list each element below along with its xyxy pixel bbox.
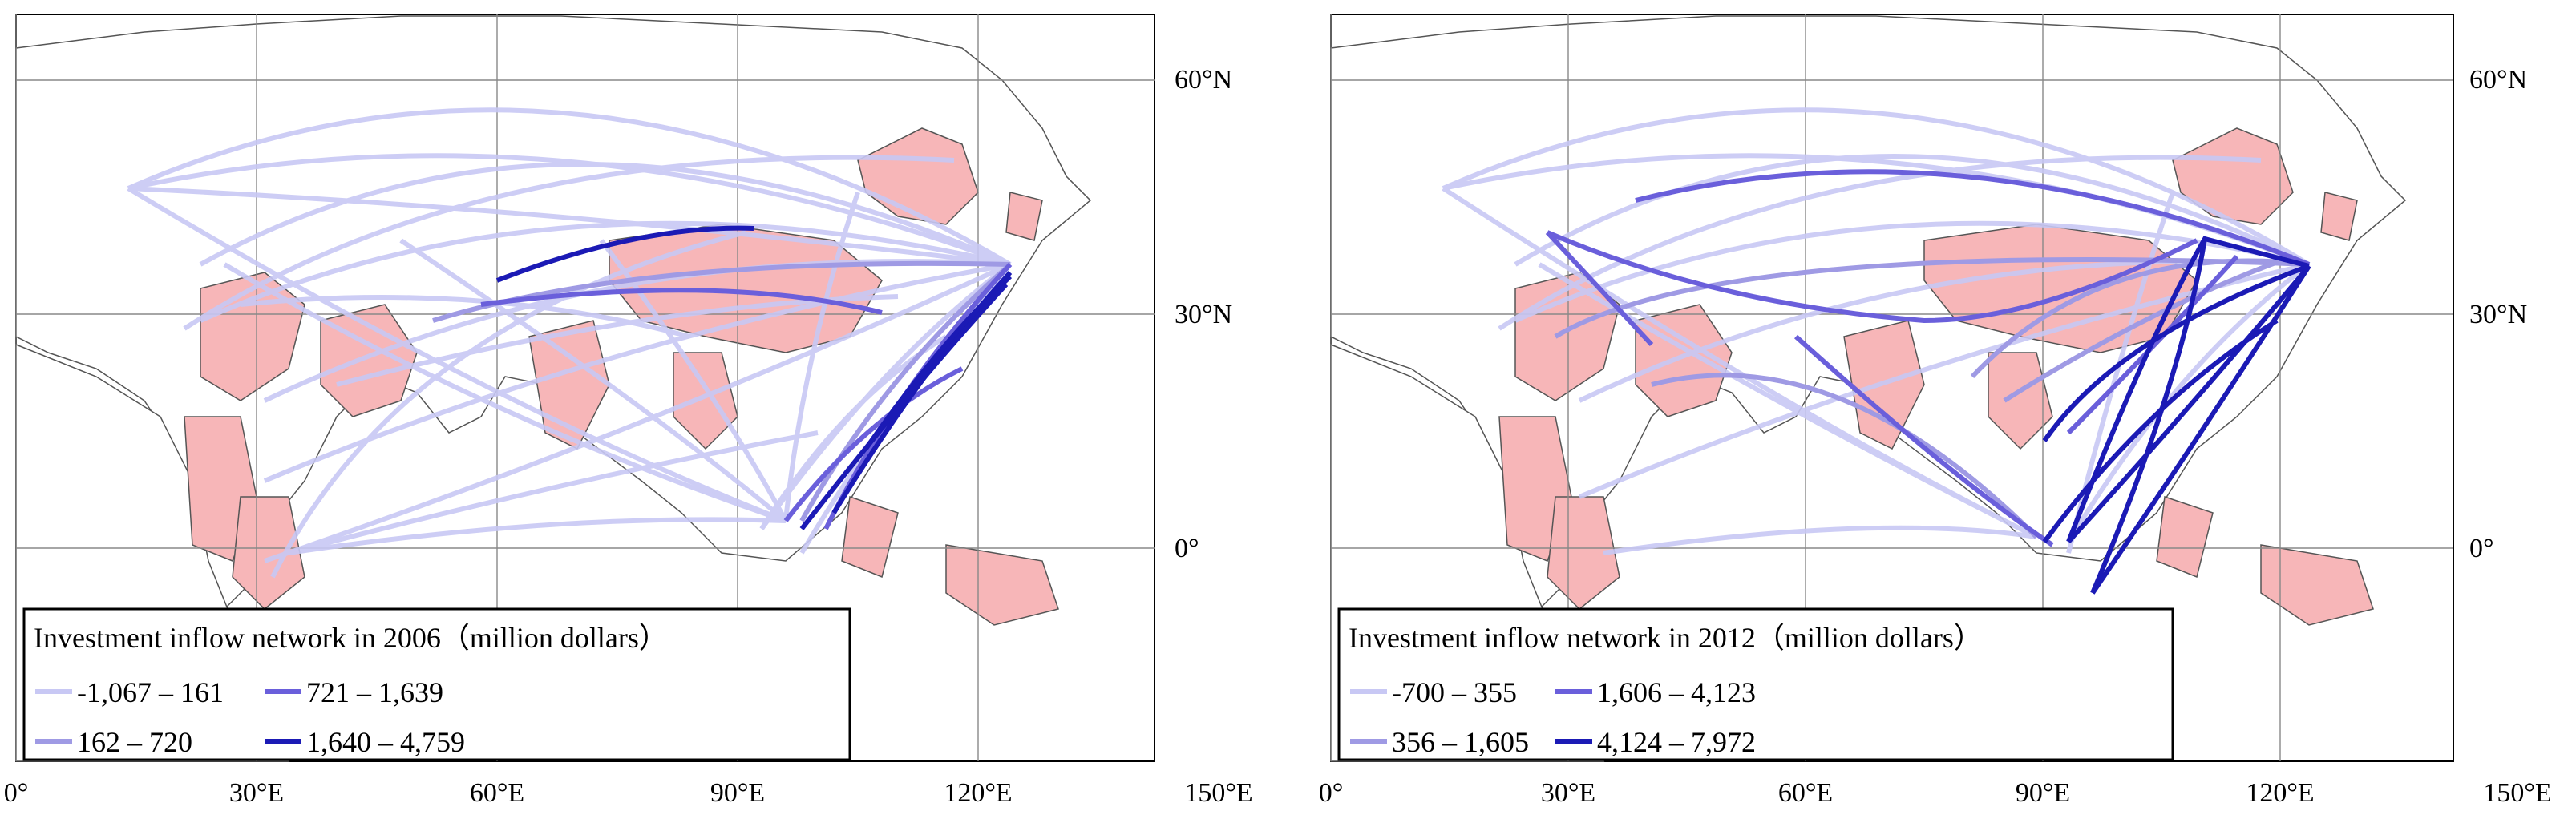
lon-tick-labels: 0° 30°E 60°E 90°E 120°E 150°E	[4, 778, 1253, 808]
lon-tick-label: 150°E	[2483, 778, 2551, 808]
lon-tick-label: 90°E	[710, 778, 765, 808]
lon-tick-label: 0°	[1319, 778, 1344, 808]
map-panel-2012: 60°N 30°N 0° 0° 30°E 60°E 90°E 120°E 150…	[1315, 0, 2576, 835]
flow-lines-class2	[1554, 254, 2310, 539]
flow-lines-class4	[2042, 236, 2311, 595]
legend-label: 721 – 1,639	[306, 676, 443, 708]
legend-box	[1337, 607, 2174, 761]
map-2012: 60°N 30°N 0° 0° 30°E 60°E 90°E 120°E 150…	[1319, 14, 2552, 808]
lat-tick-label: 30°N	[2469, 300, 2527, 329]
flow-lines-class4	[495, 225, 1013, 530]
flow-lines-class3	[1545, 169, 2311, 547]
legend: Investment inflow network in 2012（millio…	[1337, 607, 2174, 761]
lat-tick-label: 60°N	[1175, 65, 1232, 95]
lon-tick-label: 90°E	[2016, 778, 2070, 808]
legend-label: 356 – 1,605	[1392, 726, 1529, 758]
lon-tick-label: 30°E	[1541, 778, 1595, 808]
legend-label: -700 – 355	[1392, 676, 1517, 708]
legend-label: 4,124 – 7,972	[1597, 726, 1756, 758]
lat-tick-labels: 60°N 30°N 0°	[2469, 65, 2527, 563]
lat-tick-label: 0°	[1175, 534, 1199, 563]
lon-tick-label: 60°E	[470, 778, 524, 808]
highlighted-countries	[184, 127, 1059, 626]
lon-tick-label: 120°E	[944, 778, 1012, 808]
lon-tick-labels: 0° 30°E 60°E 90°E 120°E 150°E	[1319, 778, 2552, 808]
legend-label: 1,640 – 4,759	[306, 726, 465, 758]
legend-label: 162 – 720	[77, 726, 192, 758]
legend: Investment inflow network in 2006（millio…	[22, 607, 851, 761]
lon-tick-label: 120°E	[2246, 778, 2314, 808]
lat-tick-label: 0°	[2469, 534, 2494, 563]
lon-tick-label: 60°E	[1778, 778, 1833, 808]
lon-tick-label: 30°E	[229, 778, 284, 808]
lat-tick-labels: 60°N 30°N 0°	[1175, 65, 1232, 563]
legend-title: Investment inflow network in 2012（millio…	[1349, 622, 1983, 654]
legend-box	[22, 607, 851, 761]
map-panel-2006: 60°N 30°N 0° 0° 30°E 60°E 90°E 120°E 150…	[0, 0, 1283, 835]
lon-tick-label: 0°	[4, 778, 29, 808]
legend-label: -1,067 – 161	[77, 676, 224, 708]
lat-tick-label: 60°N	[2469, 65, 2527, 95]
lon-tick-label: 150°E	[1184, 778, 1252, 808]
map-2006: 60°N 30°N 0° 0° 30°E 60°E 90°E 120°E 150…	[4, 14, 1253, 808]
lat-tick-label: 30°N	[1175, 300, 1232, 329]
legend-label: 1,606 – 4,123	[1597, 676, 1756, 708]
legend-title: Investment inflow network in 2006（millio…	[34, 622, 668, 654]
